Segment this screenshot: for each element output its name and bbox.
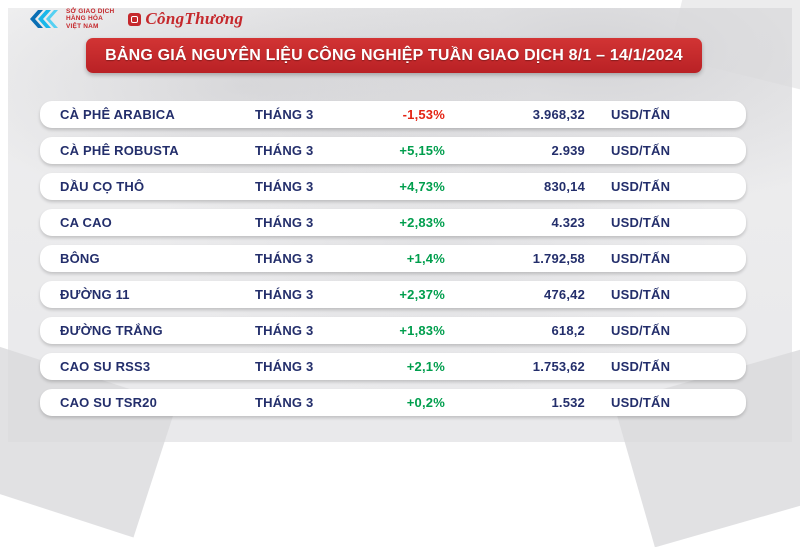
row-change: +1,83%	[399, 323, 445, 338]
commodity-name: CAO SU TSR20	[60, 395, 158, 410]
row-unit: USD/TẤN	[611, 179, 671, 194]
title-banner: BẢNG GIÁ NGUYÊN LIỆU CÔNG NGHIỆP TUẦN GI…	[86, 38, 702, 73]
contract-month: THÁNG 3	[255, 215, 314, 230]
logo-bar: SỞ GIAO DỊCH HÀNG HÓA VIỆT NAM CôngThươn…	[28, 5, 243, 33]
row-unit: USD/TẤN	[611, 287, 671, 302]
table-row: ĐƯỜNG TRẮNG THÁNG 3 +1,83% 618,2 USD/TẤN	[40, 317, 746, 344]
contract-month: THÁNG 3	[255, 323, 314, 338]
row-change: +2,1%	[406, 359, 445, 374]
row-price: 3.968,32	[532, 107, 585, 122]
table-row: ĐƯỜNG 11 THÁNG 3 +2,37% 476,42 USD/TẤN	[40, 281, 746, 308]
row-price: 2.939	[551, 143, 585, 158]
contract-month: THÁNG 3	[255, 359, 314, 374]
row-change: +4,73%	[399, 179, 445, 194]
mxv-text-line1: SỞ GIAO DỊCH	[66, 7, 115, 15]
commodity-name: DẦU CỌ THÔ	[60, 179, 145, 194]
table-row: CA CAO THÁNG 3 +2,83% 4.323 USD/TẤN	[40, 209, 746, 236]
row-unit: USD/TẤN	[611, 359, 671, 374]
commodity-name: CA CAO	[60, 215, 112, 230]
table-row: BÔNG THÁNG 3 +1,4% 1.792,58 USD/TẤN	[40, 245, 746, 272]
mxv-text-line2: HÀNG HÓA	[66, 15, 103, 23]
mxv-logo-icon	[30, 10, 58, 28]
mxv-logo-text: SỞ GIAO DỊCH HÀNG HÓA VIỆT NAM	[66, 8, 114, 31]
commodity-name: ĐƯỜNG 11	[60, 287, 130, 302]
row-unit: USD/TẤN	[611, 215, 671, 230]
row-unit: USD/TẤN	[611, 107, 671, 122]
row-price: 1.792,58	[532, 251, 585, 266]
table-row: CÀ PHÊ ROBUSTA THÁNG 3 +5,15% 2.939 USD/…	[40, 137, 746, 164]
contract-month: THÁNG 3	[255, 395, 314, 410]
price-table: CÀ PHÊ ARABICA THÁNG 3 -1,53% 3.968,32 U…	[40, 101, 746, 416]
row-change: +1,4%	[406, 251, 445, 266]
contract-month: THÁNG 3	[255, 179, 314, 194]
table-row: CÀ PHÊ ARABICA THÁNG 3 -1,53% 3.968,32 U…	[40, 101, 746, 128]
row-price: 4.323	[551, 215, 585, 230]
row-unit: USD/TẤN	[611, 251, 671, 266]
commodity-name: BÔNG	[60, 251, 100, 266]
table-row: DẦU CỌ THÔ THÁNG 3 +4,73% 830,14 USD/TẤN	[40, 173, 746, 200]
row-unit: USD/TẤN	[611, 323, 671, 338]
row-unit: USD/TẤN	[611, 395, 671, 410]
row-change: +2,37%	[399, 287, 445, 302]
contract-month: THÁNG 3	[255, 251, 314, 266]
commodity-name: CÀ PHÊ ROBUSTA	[60, 143, 179, 158]
row-change: +0,2%	[406, 395, 445, 410]
contract-month: THÁNG 3	[255, 287, 314, 302]
row-price: 618,2	[551, 323, 585, 338]
congthuong-logo-text: CôngThương	[145, 9, 244, 28]
table-row: CAO SU RSS3 THÁNG 3 +2,1% 1.753,62 USD/T…	[40, 353, 746, 380]
mxv-text-line3: VIỆT NAM	[66, 22, 99, 30]
table-row: CAO SU TSR20 THÁNG 3 +0,2% 1.532 USD/TẤN	[40, 389, 746, 416]
row-change: -1,53%	[402, 107, 445, 122]
row-change: +2,83%	[399, 215, 445, 230]
congthuong-logo: CôngThương	[128, 9, 243, 29]
row-price: 830,14	[544, 179, 585, 194]
page-title: BẢNG GIÁ NGUYÊN LIỆU CÔNG NGHIỆP TUẦN GI…	[105, 46, 683, 64]
congthuong-logo-icon	[128, 12, 142, 26]
row-price: 1.532	[551, 395, 585, 410]
row-unit: USD/TẤN	[611, 143, 671, 158]
contract-month: THÁNG 3	[255, 143, 314, 158]
commodity-name: CÀ PHÊ ARABICA	[60, 107, 175, 122]
commodity-name: ĐƯỜNG TRẮNG	[60, 323, 163, 338]
row-change: +5,15%	[399, 143, 445, 158]
contract-month: THÁNG 3	[255, 107, 314, 122]
commodity-name: CAO SU RSS3	[60, 359, 151, 374]
row-price: 476,42	[544, 287, 585, 302]
row-price: 1.753,62	[532, 359, 585, 374]
